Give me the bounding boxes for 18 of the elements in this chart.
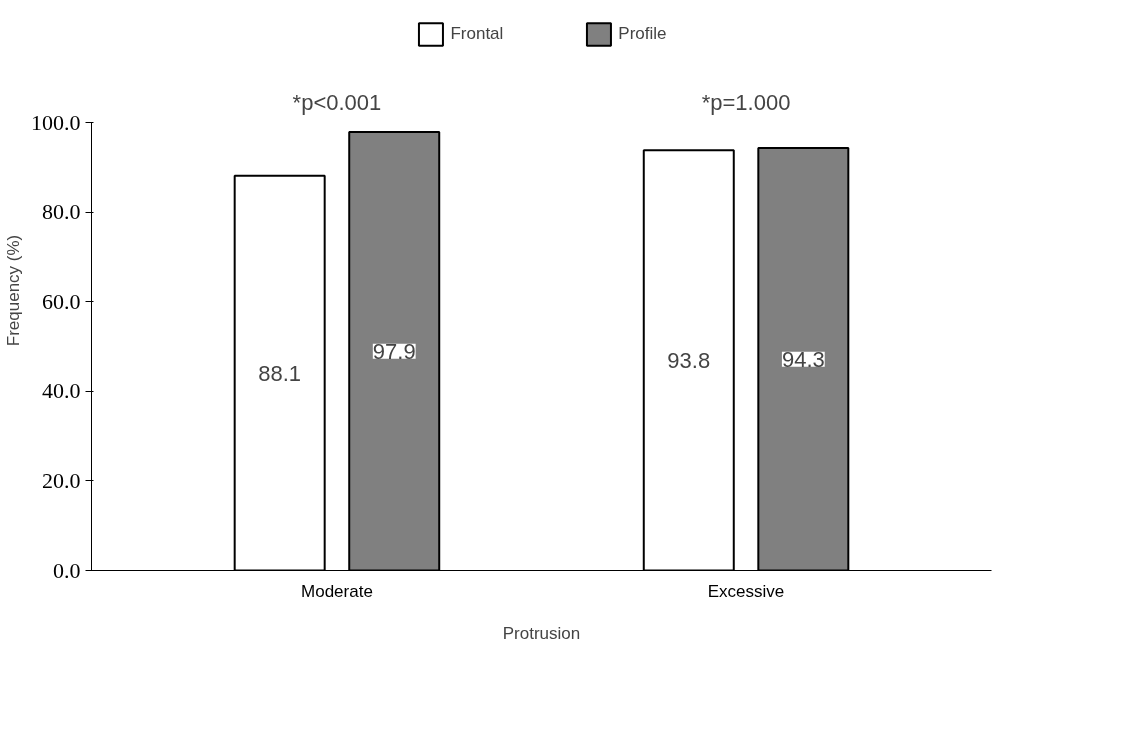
y-tick-label: 60.0	[42, 288, 81, 314]
y-axis-title: Frequency (%)	[4, 234, 23, 347]
data-label: 94.3	[781, 346, 825, 372]
y-tick-label: 40.0	[42, 378, 81, 404]
x-tick-label: Excessive	[707, 581, 785, 601]
x-axis-title: Protrusion	[502, 623, 581, 643]
y-tick-label: 80.0	[42, 199, 81, 225]
y-tick-label: 100.0	[31, 109, 81, 135]
legend-label: Frontal	[450, 24, 504, 44]
legend-label: Profile	[618, 24, 667, 44]
y-tick-label: 0.0	[53, 557, 81, 583]
y-tick-label: 20.0	[42, 467, 81, 493]
text: *p<0.001	[292, 89, 382, 115]
data-label: 97.9	[372, 338, 416, 364]
x-tick-label: Moderate	[301, 581, 373, 601]
data-label: 93.8	[667, 347, 711, 373]
data-label: 88.1	[258, 360, 302, 386]
text: *p=1.000	[701, 89, 791, 115]
